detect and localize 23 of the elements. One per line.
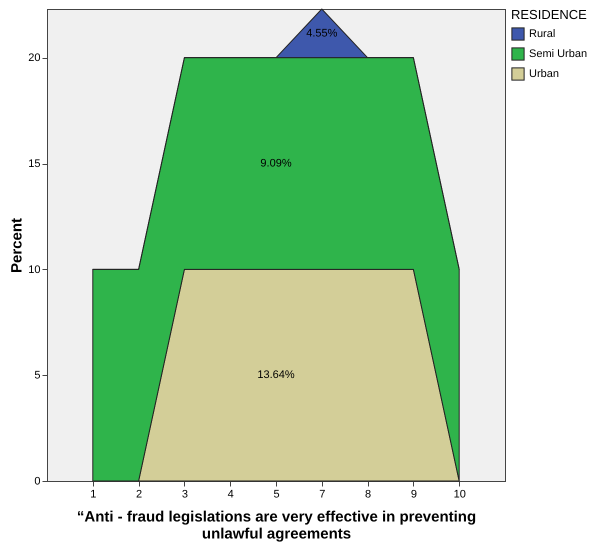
legend-title: RESIDENCE bbox=[511, 7, 588, 22]
legend-label: Urban bbox=[529, 68, 559, 80]
y-tick-label: 20 bbox=[28, 52, 40, 64]
annotation: 9.09% bbox=[260, 158, 292, 170]
x-axis-title: “Anti - fraud legislations are very effective in preventing unlawful agreements bbox=[76, 508, 476, 542]
annotation: 13.64% bbox=[257, 369, 295, 382]
x-tick-label: 2 bbox=[136, 488, 142, 500]
x-tick-label: 5 bbox=[273, 488, 280, 500]
x-tick-label: 9 bbox=[410, 488, 417, 500]
y-tick-label: 0 bbox=[34, 476, 40, 488]
annotation: 4.55% bbox=[306, 27, 338, 40]
y-tick-label: 5 bbox=[34, 370, 40, 382]
x-tick-label: 1 bbox=[90, 488, 96, 500]
y-tick-label: 15 bbox=[28, 158, 40, 170]
x-tick-label: 4 bbox=[228, 488, 234, 500]
x-tick-label: 8 bbox=[365, 488, 372, 500]
x-tick-label: 3 bbox=[182, 488, 188, 500]
legend-label: Rural bbox=[529, 28, 556, 40]
x-tick-label: 10 bbox=[454, 488, 466, 500]
y-tick-label: 10 bbox=[28, 264, 40, 276]
y-axis-title: Percent bbox=[8, 218, 26, 274]
legend-label: Semi Urban bbox=[529, 48, 588, 60]
x-tick-label: 7 bbox=[319, 488, 326, 500]
